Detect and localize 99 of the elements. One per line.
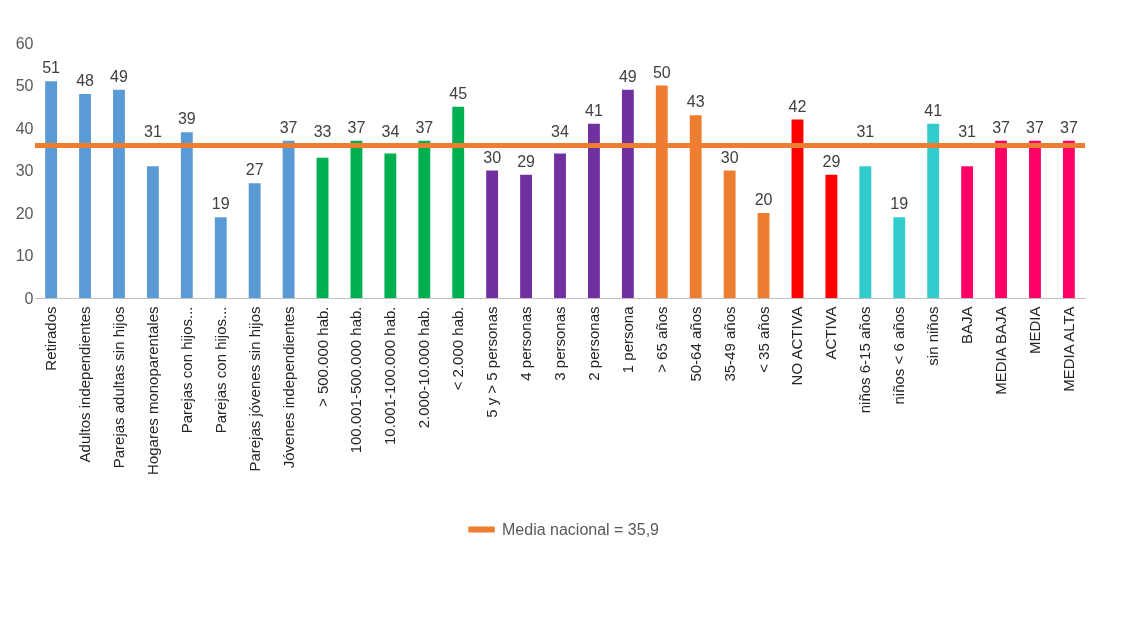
bar: [995, 140, 1007, 298]
bar: [927, 123, 940, 298]
x-tick-label: 50-64 años: [686, 306, 704, 382]
bar: [214, 217, 227, 298]
y-tick-label: 60: [15, 34, 34, 52]
x-tick-label: Jóvenes independientes: [279, 306, 297, 469]
data-label: 29: [517, 152, 536, 170]
x-tick-label: > 65 años: [652, 306, 670, 373]
data-label: 27: [245, 161, 264, 179]
x-tick-label: 3 personas: [551, 306, 568, 381]
bar: [79, 94, 91, 298]
x-tick-label: > 500.000 hab.: [313, 306, 331, 408]
x-tick-label: Retirados: [42, 306, 60, 371]
data-label: 41: [924, 101, 943, 119]
bar: [554, 153, 566, 298]
x-tick-label: ACTIVA: [822, 306, 840, 360]
y-tick-label: 50: [15, 77, 34, 94]
y-tick-label: 30: [15, 162, 34, 179]
y-tick-label: 20: [15, 204, 34, 222]
x-tick-label: Parejas adultas sin hijos: [109, 306, 127, 469]
x-tick-label: 4 personas: [517, 306, 535, 381]
x-tick-label: MEDIA ALTA: [1059, 306, 1077, 392]
x-tick-label: < 35 años: [754, 306, 772, 373]
data-label: 19: [211, 195, 230, 213]
x-tick-label: 2.000-10.000 hab.: [415, 306, 433, 429]
data-label: 37: [279, 118, 298, 136]
data-label: 45: [449, 84, 468, 102]
x-tick-label: Hogares monoparentales: [143, 306, 161, 475]
x-tick-label: NO ACTIVA: [788, 306, 806, 386]
bar: [418, 140, 431, 298]
x-tick-label: 35-49 años: [720, 306, 738, 382]
bar: [893, 217, 906, 298]
x-tick-label: MEDIA BAJA: [992, 306, 1010, 395]
bar: [282, 140, 295, 298]
bar: [384, 153, 397, 298]
y-tick-label: 40: [15, 119, 34, 137]
data-label: 51: [42, 59, 61, 77]
x-tick-label: sin niños: [924, 306, 942, 366]
data-label: 20: [754, 191, 773, 208]
data-label: 50: [652, 63, 671, 81]
x-tick-label: niños < 6 años: [890, 306, 908, 405]
bar: [316, 157, 329, 298]
x-tick-label: 10.001-100.000 hab.: [381, 306, 399, 445]
bar: [350, 140, 363, 298]
data-label: 41: [585, 101, 603, 119]
data-label: 37: [1059, 118, 1078, 136]
data-label: 37: [415, 118, 434, 136]
data-label: 33: [313, 123, 332, 141]
bar: [1062, 140, 1075, 298]
x-tick-label: 1 persona: [618, 305, 636, 374]
bar: [146, 166, 159, 298]
data-label: 34: [551, 123, 569, 141]
bar: [961, 166, 974, 298]
x-tick-label: Parejas con hijos...: [211, 306, 229, 434]
x-tick-label: 2 personas: [584, 306, 602, 381]
x-tick-label: niños 6-15 años: [856, 306, 874, 414]
bar: [113, 89, 125, 298]
data-label: 48: [76, 72, 95, 89]
bar: [248, 183, 261, 298]
bar: [621, 89, 634, 298]
bar: [45, 81, 58, 298]
x-tick-label: 5 y > 5 personas: [483, 306, 501, 418]
data-label: 31: [143, 123, 162, 141]
data-label: 31: [958, 123, 977, 141]
x-tick-label: Parejas jóvenes sin hijos: [245, 306, 263, 472]
bar: [520, 174, 533, 298]
bar: [859, 166, 872, 298]
data-label: 49: [618, 67, 637, 85]
x-tick-label: BAJA: [958, 306, 976, 345]
x-tick-label: Adultos independientes: [76, 306, 94, 463]
data-label: 29: [822, 152, 841, 170]
bar: [791, 119, 804, 298]
data-label: 31: [856, 123, 875, 141]
legend-label: Media nacional = 35,9: [502, 520, 660, 538]
y-tick-label: 0: [24, 289, 34, 307]
bar: [180, 132, 193, 298]
data-label: 39: [177, 110, 196, 128]
x-tick-label: MEDIA: [1025, 306, 1043, 355]
data-label: 37: [347, 118, 366, 136]
data-label: 37: [992, 118, 1011, 136]
bar: [1029, 140, 1041, 298]
bar: [486, 170, 499, 298]
bar: [825, 174, 838, 298]
bar: [723, 170, 736, 298]
data-label: 43: [686, 93, 705, 111]
x-tick-label: < 2.000 hab.: [449, 306, 467, 391]
data-label: 30: [720, 148, 739, 166]
x-tick-label: 100.001-500.000 hab.: [347, 306, 365, 454]
bar: [757, 213, 770, 298]
data-label: 34: [381, 123, 400, 141]
data-label: 42: [788, 97, 807, 115]
y-tick-label: 10: [15, 247, 34, 264]
data-label: 30: [483, 148, 502, 166]
bar: [452, 106, 465, 298]
data-label: 19: [890, 195, 909, 213]
data-label: 37: [1026, 118, 1044, 136]
x-tick-label: Parejas con hijos...: [177, 306, 195, 434]
bar: [587, 123, 600, 298]
data-label: 49: [110, 67, 128, 85]
